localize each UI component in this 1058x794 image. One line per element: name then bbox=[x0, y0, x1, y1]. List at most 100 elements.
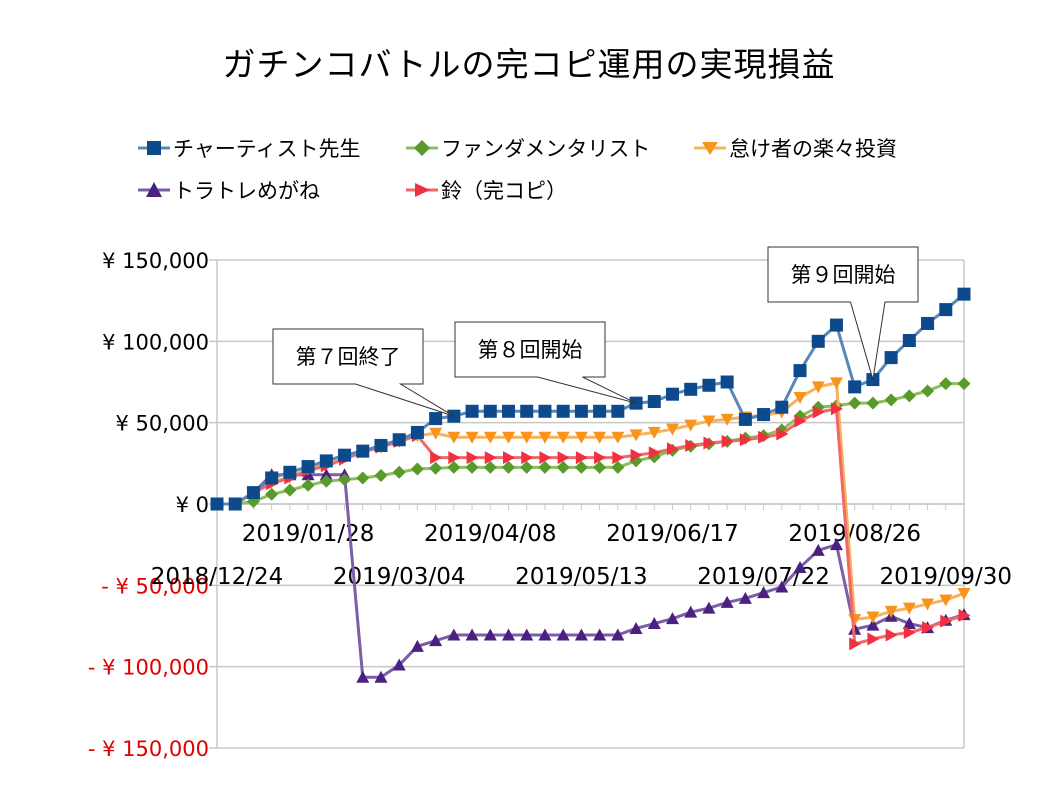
data-point bbox=[665, 612, 679, 625]
data-point bbox=[939, 377, 953, 391]
data-point bbox=[757, 408, 771, 422]
data-point bbox=[574, 628, 588, 641]
y-tick-label: ¥ 150,000 bbox=[102, 249, 209, 273]
y-tick-label: - ¥ 150,000 bbox=[88, 737, 209, 761]
data-point bbox=[374, 469, 388, 483]
x-tick-label: 2019/04/08 bbox=[424, 521, 557, 547]
data-point bbox=[392, 433, 406, 447]
data-point bbox=[866, 611, 880, 624]
data-point bbox=[392, 465, 406, 479]
data-point bbox=[538, 460, 552, 474]
data-point bbox=[447, 460, 461, 474]
data-point bbox=[538, 431, 552, 444]
data-point bbox=[246, 486, 260, 500]
data-point bbox=[338, 473, 352, 487]
y-tick-label: ¥ 0 bbox=[176, 493, 209, 517]
data-point bbox=[902, 602, 916, 615]
data-point bbox=[301, 478, 315, 492]
legend-label: チャーティスト先生 bbox=[173, 137, 361, 161]
data-point bbox=[429, 427, 443, 440]
series-0 bbox=[210, 287, 971, 511]
data-point bbox=[684, 382, 698, 396]
data-point bbox=[720, 413, 734, 426]
data-point bbox=[849, 637, 862, 651]
data-point bbox=[629, 429, 643, 442]
data-point bbox=[574, 404, 588, 418]
data-point bbox=[465, 628, 479, 641]
legend-marker-diamond-icon bbox=[406, 140, 438, 156]
legend-marker-square-icon bbox=[138, 141, 170, 155]
data-point bbox=[484, 451, 497, 465]
data-point bbox=[338, 448, 352, 462]
data-point bbox=[538, 628, 552, 641]
data-point bbox=[776, 427, 789, 441]
legend-marker-triangle-up-icon bbox=[138, 182, 170, 197]
data-point bbox=[738, 412, 752, 426]
data-point bbox=[811, 381, 825, 394]
data-point bbox=[647, 426, 661, 439]
data-point bbox=[593, 628, 607, 641]
data-point bbox=[465, 404, 479, 418]
data-point bbox=[483, 460, 497, 474]
data-point bbox=[556, 431, 570, 444]
legend-marker-triangle-down-icon bbox=[694, 142, 726, 155]
data-point bbox=[483, 431, 497, 444]
data-point bbox=[520, 431, 534, 444]
annotation-callout: 第７回終了 bbox=[272, 328, 455, 417]
data-point bbox=[611, 431, 625, 444]
data-point bbox=[502, 431, 516, 444]
legend-marker-triangle-right-icon bbox=[406, 183, 438, 197]
data-point bbox=[866, 618, 880, 631]
data-point bbox=[921, 316, 935, 330]
data-point bbox=[829, 538, 843, 551]
data-point bbox=[612, 451, 625, 465]
data-point bbox=[356, 444, 370, 458]
data-point bbox=[848, 380, 862, 394]
data-point bbox=[867, 632, 880, 646]
data-point bbox=[758, 430, 771, 444]
data-point bbox=[884, 393, 898, 407]
data-point bbox=[520, 628, 534, 641]
data-point bbox=[702, 415, 716, 428]
data-point bbox=[884, 605, 898, 618]
data-point bbox=[720, 595, 734, 608]
chart-title: ガチンコバトルの完コピ運用の実現損益 bbox=[222, 45, 836, 84]
data-point bbox=[502, 460, 516, 474]
data-point bbox=[430, 451, 443, 465]
data-point bbox=[319, 454, 333, 468]
data-point bbox=[594, 451, 607, 465]
data-point bbox=[465, 431, 479, 444]
data-point bbox=[957, 377, 971, 391]
data-point bbox=[921, 384, 935, 398]
y-tick-label: ¥ 100,000 bbox=[102, 330, 209, 354]
data-point bbox=[265, 471, 279, 485]
data-point bbox=[793, 364, 807, 378]
data-point bbox=[556, 404, 570, 418]
callout-text: 第７回終了 bbox=[296, 345, 401, 369]
legend-label: トラトレめがね bbox=[173, 179, 320, 203]
data-point bbox=[794, 414, 807, 428]
data-point bbox=[757, 586, 771, 599]
data-point bbox=[811, 334, 825, 348]
data-point bbox=[374, 438, 388, 452]
data-point bbox=[483, 404, 497, 418]
data-point bbox=[466, 451, 479, 465]
data-point bbox=[647, 395, 661, 409]
data-point bbox=[520, 404, 534, 418]
data-point bbox=[574, 460, 588, 474]
data-point bbox=[648, 446, 661, 460]
data-point bbox=[811, 543, 825, 556]
data-point bbox=[647, 617, 661, 630]
data-point bbox=[720, 375, 734, 389]
annotation-callout: 第８回開始 bbox=[454, 321, 637, 404]
data-point bbox=[429, 412, 443, 426]
legend-item-toratore: トラトレめがね bbox=[137, 175, 320, 205]
callout-box bbox=[767, 246, 919, 380]
data-point bbox=[793, 560, 807, 573]
data-point bbox=[739, 433, 752, 447]
data-point bbox=[866, 396, 880, 410]
data-point bbox=[465, 460, 479, 474]
data-point bbox=[228, 497, 242, 511]
legend-item-lazy-investor: 怠け者の楽々投資 bbox=[693, 133, 897, 163]
callout-box bbox=[454, 321, 637, 404]
